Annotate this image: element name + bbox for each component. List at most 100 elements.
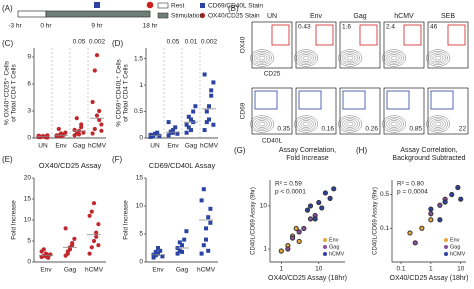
point — [322, 190, 328, 196]
contour — [390, 55, 398, 61]
point — [177, 248, 182, 253]
legend-label: Env — [450, 237, 460, 243]
legend-rest — [157, 2, 169, 9]
y-tick-label: 9 — [27, 54, 31, 61]
contour — [252, 51, 272, 66]
contour — [426, 49, 451, 67]
point — [175, 131, 180, 136]
point — [153, 249, 158, 254]
x-tick-label: UN — [38, 143, 48, 150]
point — [442, 199, 448, 205]
point — [293, 225, 299, 232]
contour — [428, 116, 448, 131]
stain-square — [94, 2, 100, 8]
x-axis-label: OX40/CD25 Assay (18hr) — [390, 275, 469, 282]
contour — [252, 116, 272, 131]
point — [206, 215, 211, 220]
y-tick-label: 0 — [27, 135, 31, 142]
y-tick-label: 10 — [24, 217, 32, 224]
point — [91, 238, 97, 244]
x-tick-label: Env — [167, 143, 179, 150]
contour — [294, 115, 319, 133]
y-tick-label: 15 — [136, 175, 144, 182]
contour — [434, 121, 442, 127]
legend-label: Gag — [450, 244, 460, 250]
contour — [384, 51, 404, 66]
contour — [249, 115, 274, 133]
point — [211, 122, 216, 127]
gate — [386, 90, 410, 110]
point — [158, 248, 163, 253]
x-tick-label: Gag — [176, 267, 189, 274]
point — [175, 251, 180, 256]
contour — [300, 120, 312, 128]
point — [184, 122, 189, 127]
column-label: SEB — [441, 13, 455, 20]
point — [65, 249, 70, 254]
plot-frame — [251, 87, 293, 135]
point — [202, 128, 207, 133]
contour — [344, 54, 356, 62]
contour — [384, 116, 404, 131]
y-axis-label: % CD69⁺CD40L⁺ Cells — [116, 58, 123, 126]
point — [148, 132, 153, 137]
point — [96, 243, 101, 248]
plot-frame — [427, 87, 469, 135]
gate — [430, 90, 454, 110]
y-tick-label: 20 — [24, 175, 32, 182]
legend-label: Env — [329, 237, 339, 243]
y-axis-label: of Total CD4 T Cells — [11, 64, 18, 122]
annotation: R² = 0.80 — [397, 181, 424, 188]
point — [166, 133, 171, 138]
gate — [298, 90, 322, 110]
contour — [258, 121, 266, 127]
y-tick-label: 1 — [139, 82, 143, 89]
legend-text: OX40/CD25 Stain — [208, 13, 260, 20]
panel-label: (D) — [112, 39, 123, 48]
point — [166, 120, 171, 125]
y-tick-label: 10 — [260, 203, 268, 210]
point — [99, 128, 104, 133]
point — [177, 240, 182, 245]
gate-percent: 2.4 — [386, 24, 395, 31]
contour — [258, 55, 266, 61]
y-tick-label: 5 — [139, 231, 143, 238]
y-tick-label: 0.5 — [134, 108, 143, 115]
contour — [298, 52, 314, 64]
panel-label: (H) — [356, 146, 367, 155]
x-tick-label: 1 — [429, 266, 433, 273]
axis-label: OX40 — [240, 36, 247, 53]
point — [189, 128, 193, 133]
point — [428, 206, 434, 212]
contour — [382, 115, 407, 133]
point — [156, 246, 160, 250]
y-tick-label: 15 — [24, 196, 32, 203]
contour — [430, 52, 446, 64]
time-label: 9 hr — [91, 23, 103, 30]
contour — [340, 116, 360, 131]
x-axis-label: OX40/CD25 Assay (18hr) — [268, 275, 347, 282]
point — [201, 187, 206, 192]
stain-circle — [146, 1, 154, 9]
point — [209, 93, 214, 98]
point — [180, 243, 184, 248]
point — [331, 186, 337, 192]
legend-swatch — [444, 238, 448, 242]
x-tick-label: UN — [150, 143, 160, 150]
contour — [302, 121, 310, 127]
point — [81, 130, 86, 135]
gate — [254, 90, 278, 110]
y-tick-label: 10 — [136, 203, 144, 210]
point — [87, 251, 92, 256]
point — [76, 132, 82, 137]
point — [94, 53, 100, 58]
point — [171, 128, 175, 133]
y-tick-label: 0 — [139, 259, 143, 266]
chart-title: OX40/CD25 Assay — [39, 161, 102, 170]
y-tick-label: 1.5 — [134, 55, 143, 62]
point — [92, 126, 97, 132]
point — [70, 241, 75, 246]
point — [209, 88, 214, 93]
point — [94, 230, 99, 235]
